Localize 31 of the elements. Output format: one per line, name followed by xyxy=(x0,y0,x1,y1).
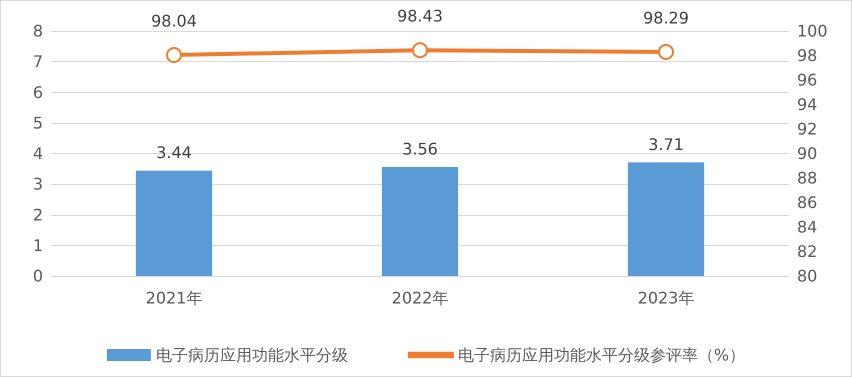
x-tick-label: 2023年 xyxy=(638,288,694,308)
data-label: 98.43 xyxy=(397,6,443,26)
y-tick-label: 5 xyxy=(32,113,43,132)
y2-tick-label: 96 xyxy=(797,70,818,90)
y-tick-label: 8 xyxy=(32,22,43,40)
y2-tick-label: 84 xyxy=(797,218,818,236)
y2-tick-label: 88 xyxy=(797,168,818,188)
y-tick-label: 1 xyxy=(32,236,43,255)
y2-tick-label: 98 xyxy=(797,46,818,65)
y2-tick-label: 80 xyxy=(797,266,818,286)
legend-label: 电子病历应用功能水平分级 xyxy=(156,346,348,364)
legend-label: 电子病历应用功能水平分级参评率（%） xyxy=(458,346,746,364)
data-label: 98.29 xyxy=(643,8,689,28)
y2-tick-label: 82 xyxy=(797,242,818,261)
x-tick-label: 2021年 xyxy=(146,288,202,308)
y-tick-label: 3 xyxy=(32,174,43,194)
y2-tick-label: 100 xyxy=(797,22,828,40)
y2-tick-label: 90 xyxy=(797,144,818,163)
y-tick-label: 2 xyxy=(32,205,43,224)
y2-tick-label: 94 xyxy=(797,95,818,114)
y2-tick-label: 86 xyxy=(797,193,818,212)
data-label: 3.56 xyxy=(402,139,438,158)
y2-tick-label: 92 xyxy=(797,120,818,138)
data-label: 3.44 xyxy=(156,143,192,162)
y-tick-label: 0 xyxy=(32,266,43,286)
y-tick-label: 7 xyxy=(32,52,43,72)
y-tick-label: 6 xyxy=(32,82,43,102)
data-label: 3.71 xyxy=(648,134,684,154)
x-tick-label: 2022年 xyxy=(392,288,448,308)
data-label: 98.04 xyxy=(151,12,197,31)
y-tick-label: 4 xyxy=(32,144,43,163)
